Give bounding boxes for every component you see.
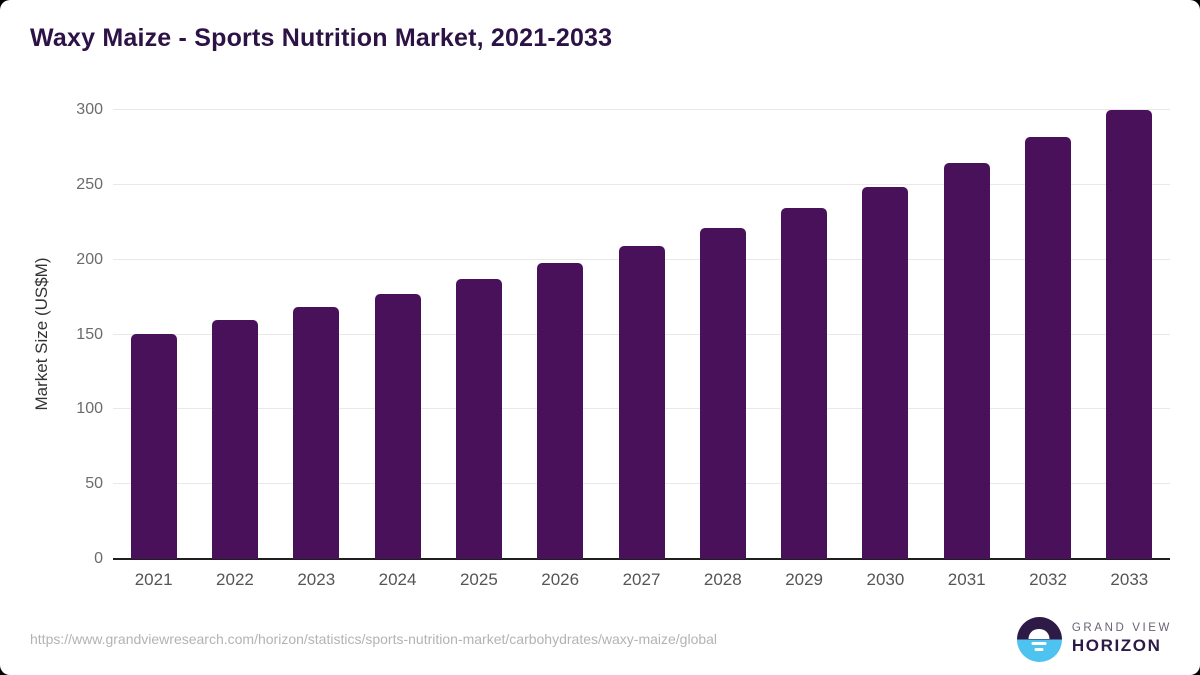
bar-2032[interactable] — [1025, 137, 1072, 559]
x-tick-label-2032: 2032 — [1029, 570, 1067, 589]
bar-2023[interactable] — [293, 306, 340, 559]
y-tick-label-150: 150 — [76, 325, 103, 343]
x-tick-label-2027: 2027 — [622, 570, 661, 589]
x-axis-labels: 2021 2022 2023 2024 2025 2026 2027 2028 2029 2030… — [113, 566, 1170, 596]
bar-2030[interactable] — [862, 186, 909, 559]
x-tick-label-2021: 2021 — [134, 570, 173, 589]
sun-shape — [1028, 629, 1050, 639]
bar-2024[interactable] — [374, 293, 421, 559]
gridline-250 — [113, 183, 1170, 185]
grandview-horizon-logo: GRAND VIEW HORIZON — [1016, 616, 1172, 662]
horizon-sunrise-icon — [1016, 616, 1062, 662]
bar-2027[interactable] — [618, 246, 665, 559]
logo-brand-top: GRAND VIEW — [1071, 622, 1172, 634]
bar-2025[interactable] — [455, 278, 502, 559]
footer: https://www.grandviewresearch.com/horizo… — [30, 615, 1172, 663]
y-tick-label-100: 100 — [76, 400, 103, 418]
bar-2029[interactable] — [781, 207, 828, 559]
x-tick-label-2031: 2031 — [947, 570, 986, 589]
chart-title: Waxy Maize - Sports Nutrition Market, 20… — [30, 24, 613, 52]
logo-brand-bottom: HORIZON — [1071, 636, 1162, 655]
x-tick-label-2033: 2033 — [1110, 570, 1149, 589]
x-tick-label-2022: 2022 — [216, 570, 254, 589]
horizon-reflection-line-2 — [1034, 648, 1044, 651]
x-tick-label-2023: 2023 — [297, 570, 336, 589]
x-tick-label-2026: 2026 — [541, 570, 580, 589]
plot-area — [113, 109, 1170, 560]
y-tick-label-0: 0 — [94, 550, 103, 567]
bar-2022[interactable] — [211, 319, 258, 559]
x-tick-label-2029: 2029 — [785, 570, 824, 589]
x-axis-line — [113, 558, 1170, 560]
horizon-reflection-line-1 — [1031, 642, 1047, 645]
x-tick-label-2030: 2030 — [866, 570, 905, 589]
y-tick-label-200: 200 — [76, 250, 103, 268]
bar-2033[interactable] — [1106, 110, 1153, 559]
y-tick-label-50: 50 — [85, 475, 103, 493]
bar-2028[interactable] — [699, 227, 746, 559]
x-tick-label-2024: 2024 — [378, 570, 417, 589]
source-url: https://www.grandviewresearch.com/horizo… — [30, 631, 718, 647]
y-tick-label-250: 250 — [76, 175, 103, 193]
x-tick-label-2028: 2028 — [703, 570, 742, 589]
bar-2031[interactable] — [943, 162, 990, 559]
y-axis-tick-labels: 0 50 100 150 200 250 300 — [0, 101, 103, 567]
bar-2021[interactable] — [130, 333, 177, 559]
x-tick-label-2025: 2025 — [459, 570, 498, 589]
y-tick-label-300: 300 — [76, 101, 103, 118]
gridline-300 — [113, 109, 1170, 110]
logo-text: GRAND VIEW HORIZON — [1072, 622, 1172, 656]
bar-2026[interactable] — [537, 262, 584, 559]
